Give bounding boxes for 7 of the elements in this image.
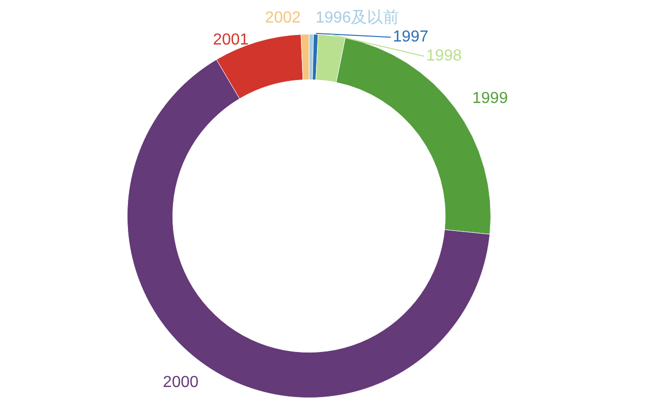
- slice-label: 1998: [426, 48, 462, 65]
- slice-label: 1996及以前: [315, 8, 400, 27]
- slice-label: 2001: [213, 32, 249, 49]
- slice-label: 1997: [392, 28, 429, 46]
- slice-label: 1999: [472, 90, 508, 108]
- slice-label: 2002: [265, 10, 301, 27]
- slice-label: 2000: [162, 374, 199, 392]
